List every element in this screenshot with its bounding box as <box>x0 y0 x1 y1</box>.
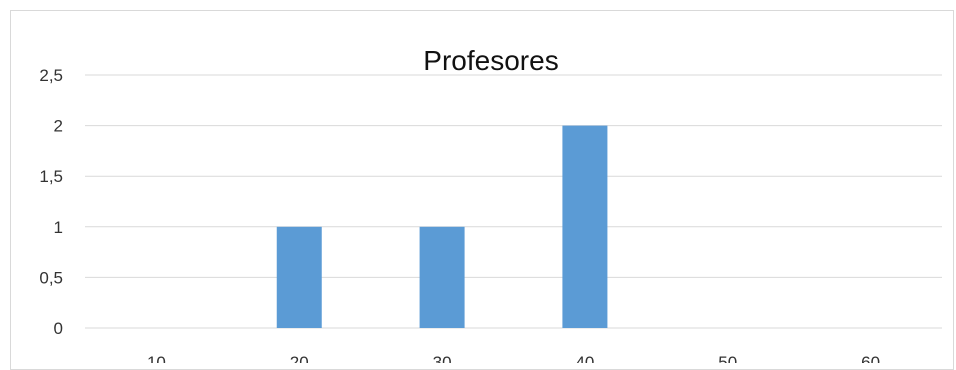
y-tick-label: 2,5 <box>39 66 63 85</box>
x-tick-label: 40 <box>575 353 594 363</box>
x-axis-ticks: 10 20 30 40 50 60 <box>147 353 880 363</box>
x-tick-label: 60 <box>861 353 880 363</box>
y-tick-label: 2 <box>54 117 63 136</box>
y-tick-label: 1 <box>54 218 63 237</box>
bars <box>276 125 608 328</box>
y-tick-label: 0 <box>54 319 63 338</box>
x-tick-label: 10 <box>147 353 166 363</box>
x-tick-label: 20 <box>290 353 309 363</box>
y-axis-ticks: 0 0,5 1 1,5 2 2,5 <box>39 66 63 338</box>
bar-30 <box>419 226 465 328</box>
bar-20 <box>276 226 322 328</box>
bar-40 <box>562 125 608 328</box>
x-tick-label: 30 <box>433 353 452 363</box>
x-tick-label: 50 <box>718 353 737 363</box>
y-tick-label: 1,5 <box>39 167 63 186</box>
y-tick-label: 0,5 <box>39 268 63 287</box>
gridlines <box>85 74 942 329</box>
chart-title: Profesores <box>423 45 558 76</box>
chart-frame <box>10 10 954 370</box>
